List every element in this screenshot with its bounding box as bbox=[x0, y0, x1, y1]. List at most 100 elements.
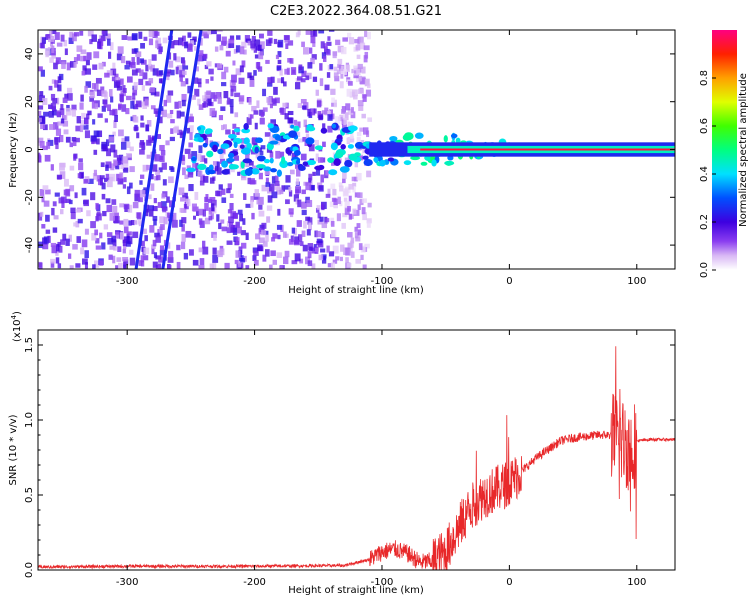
noise-cell bbox=[226, 227, 231, 234]
noise-cell bbox=[182, 65, 189, 70]
noise-cell bbox=[202, 240, 206, 249]
noise-cell bbox=[120, 56, 126, 64]
noise-cell bbox=[157, 202, 163, 208]
noise-cell bbox=[185, 201, 191, 207]
noise-cell bbox=[314, 247, 319, 252]
noise-cell bbox=[318, 185, 324, 192]
noise-cell bbox=[357, 100, 364, 107]
noise-cell bbox=[41, 224, 46, 229]
noise-cell bbox=[335, 39, 341, 46]
noise-cell bbox=[329, 201, 334, 208]
noise-cell bbox=[354, 160, 359, 168]
noise-cell bbox=[238, 261, 242, 268]
noise-cell bbox=[136, 212, 142, 220]
noise-cell bbox=[280, 77, 285, 84]
noise-cell bbox=[140, 122, 145, 128]
noise-cell bbox=[208, 68, 214, 75]
noise-cell bbox=[41, 196, 45, 203]
noise-cell bbox=[276, 224, 282, 230]
noise-cell bbox=[245, 265, 250, 269]
noise-cell bbox=[321, 52, 327, 59]
noise-cell bbox=[67, 253, 72, 259]
noise-cell bbox=[49, 41, 53, 47]
noise-cell bbox=[333, 66, 338, 72]
noise-cell bbox=[363, 127, 369, 135]
noise-cell bbox=[84, 119, 89, 125]
noise-cell bbox=[106, 180, 113, 188]
noise-cell bbox=[302, 136, 308, 142]
noise-cell bbox=[295, 178, 300, 185]
noise-cell bbox=[227, 209, 232, 214]
burst-cell bbox=[306, 159, 317, 166]
noise-cell bbox=[73, 57, 78, 65]
burst-cell bbox=[302, 161, 309, 167]
noise-cell bbox=[155, 37, 161, 44]
noise-cell bbox=[238, 77, 245, 84]
noise-cell bbox=[143, 36, 148, 41]
burst-cell bbox=[221, 169, 230, 175]
noise-cell bbox=[346, 137, 351, 144]
noise-cell bbox=[91, 232, 97, 241]
noise-cell bbox=[51, 245, 58, 254]
noise-cell bbox=[85, 113, 90, 120]
noise-cell bbox=[231, 74, 237, 83]
noise-cell bbox=[267, 30, 273, 36]
noise-cell bbox=[186, 127, 190, 134]
noise-cell bbox=[188, 142, 193, 148]
noise-cell bbox=[167, 113, 173, 119]
noise-cell bbox=[288, 190, 293, 197]
noise-cell bbox=[293, 194, 300, 202]
noise-cell bbox=[221, 197, 227, 203]
colorbar: 0.0 0.2 0.4 0.6 0.8 Normalized spectral ampl… bbox=[699, 30, 749, 278]
noise-cell bbox=[126, 76, 133, 83]
noise-cell bbox=[345, 247, 351, 256]
noise-cell bbox=[80, 247, 85, 255]
noise-cell bbox=[101, 90, 107, 97]
noise-cell bbox=[342, 37, 348, 42]
noise-cell bbox=[159, 245, 165, 251]
noise-cell bbox=[196, 55, 203, 62]
noise-cell bbox=[176, 65, 183, 71]
noise-cell bbox=[282, 231, 287, 238]
noise-cell bbox=[274, 183, 280, 190]
noise-cell bbox=[99, 38, 104, 46]
burst-cell bbox=[197, 163, 207, 170]
noise-cell bbox=[307, 217, 313, 225]
noise-cell bbox=[281, 185, 286, 192]
noise-cell bbox=[148, 38, 154, 46]
noise-cell bbox=[301, 105, 307, 110]
noise-cell bbox=[90, 192, 96, 201]
noise-cell bbox=[156, 175, 161, 181]
noise-cell bbox=[294, 163, 299, 169]
noise-cell bbox=[118, 104, 122, 111]
noise-cell bbox=[139, 190, 146, 197]
noise-cell bbox=[192, 95, 196, 100]
noise-cell bbox=[276, 66, 282, 71]
noise-cell bbox=[264, 249, 270, 257]
noise-cell bbox=[115, 265, 119, 269]
noise-cell bbox=[128, 236, 133, 245]
noise-cell bbox=[90, 221, 96, 229]
noise-cell bbox=[283, 81, 287, 87]
noise-cell bbox=[301, 230, 306, 237]
noise-cell bbox=[325, 218, 330, 223]
noise-cell bbox=[67, 93, 73, 101]
burst-cell bbox=[287, 161, 294, 167]
noise-cell bbox=[180, 197, 186, 202]
noise-cell bbox=[159, 249, 166, 256]
noise-cell bbox=[341, 124, 347, 131]
noise-cell bbox=[205, 79, 210, 84]
noise-cell bbox=[338, 182, 343, 187]
noise-cell bbox=[218, 184, 223, 190]
noise-cell bbox=[202, 103, 209, 108]
noise-cell bbox=[85, 81, 92, 88]
noise-cell bbox=[101, 30, 106, 35]
noise-cell bbox=[249, 79, 255, 87]
burst-cell bbox=[295, 159, 301, 165]
noise-cell bbox=[160, 224, 165, 230]
noise-cell bbox=[361, 66, 366, 74]
noise-cell bbox=[221, 36, 227, 45]
noise-cell bbox=[199, 50, 204, 57]
noise-cell bbox=[99, 177, 103, 186]
noise-cell bbox=[89, 96, 95, 102]
